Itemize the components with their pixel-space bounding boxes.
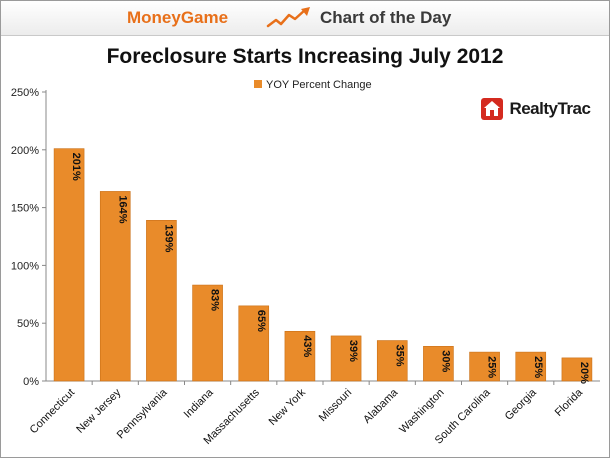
legend-swatch [254, 80, 262, 88]
banner: MoneyGame Chart of the Day [1, 1, 609, 36]
bar [99, 191, 131, 382]
data-label: 30% [439, 350, 451, 372]
bar [561, 357, 593, 382]
house-icon [481, 98, 503, 120]
realtytrac-logo: RealtyTrac [481, 98, 591, 122]
logo-text: RealtyTrac [509, 99, 591, 118]
rising-trend-arrow-icon [266, 7, 310, 28]
bar [469, 351, 500, 382]
y-tick-label: 250% [11, 87, 39, 99]
y-tick-label: 100% [11, 260, 39, 272]
x-tick-label: Georgia [503, 386, 540, 423]
bar [515, 351, 547, 382]
y-tick-label: 150% [11, 203, 39, 215]
banner-subtitle: Chart of the Day [320, 8, 452, 27]
x-tick-label: Connecticut [28, 387, 78, 437]
data-label: 20% [578, 362, 590, 384]
chart-title: Foreclosure Starts Increasing July 2012 [106, 45, 504, 68]
bar [238, 305, 270, 382]
data-label: 43% [301, 335, 313, 357]
legend: YOY Percent Change [254, 79, 372, 91]
y-tick-label: 50% [17, 318, 39, 330]
data-label: 39% [347, 340, 359, 362]
y-tick-label: 200% [11, 145, 39, 157]
data-label: 25% [486, 356, 498, 378]
banner-brand: MoneyGame [127, 8, 229, 27]
x-tick-label: New Jersey [74, 386, 123, 435]
legend-label: YOY Percent Change [266, 79, 372, 91]
bar [192, 284, 223, 382]
data-label: 139% [162, 224, 174, 252]
data-label: 83% [209, 289, 221, 311]
x-tick-label: Indiana [182, 386, 217, 421]
data-label: 35% [393, 345, 405, 367]
x-tick-label: Washington [397, 387, 446, 436]
x-tick-label: Florida [553, 386, 586, 419]
x-tick-label: Alabama [361, 386, 401, 426]
y-tick-label: 0% [23, 376, 39, 388]
bar [376, 340, 408, 382]
data-label: 25% [532, 356, 544, 378]
bar [284, 330, 316, 382]
x-tick-label: Missouri [317, 387, 354, 424]
bar [146, 220, 177, 382]
bar [423, 346, 454, 382]
data-label: 164% [116, 195, 128, 223]
data-label: 201% [70, 153, 82, 181]
x-tick-label: New York [267, 386, 309, 428]
x-tick-label: Pennsylvania [115, 386, 170, 441]
data-label: 65% [255, 310, 267, 332]
bar [330, 335, 362, 382]
bar [53, 148, 85, 382]
